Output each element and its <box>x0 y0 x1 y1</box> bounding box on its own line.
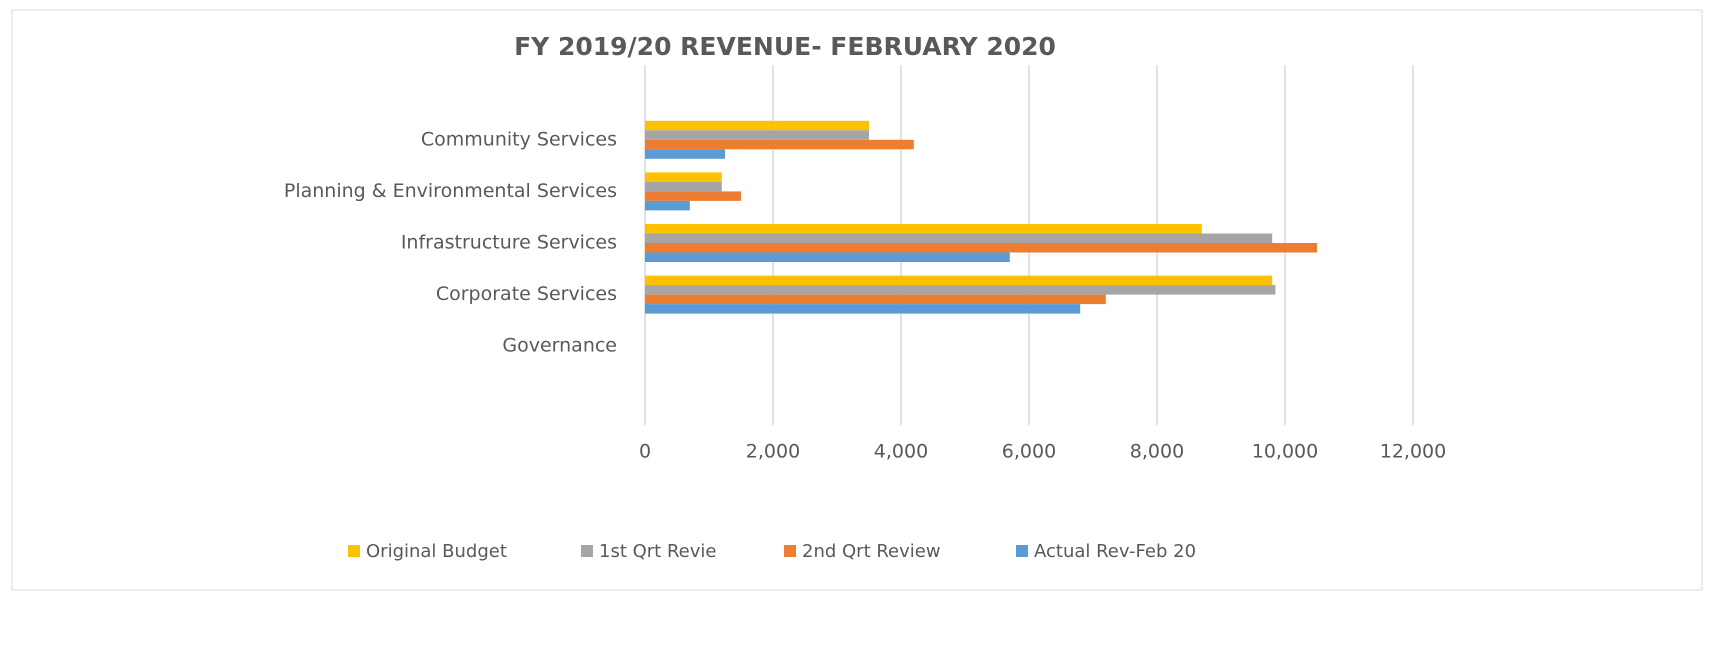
bar <box>645 191 741 201</box>
x-tick-label: 2,000 <box>746 441 800 463</box>
bar <box>645 139 914 150</box>
legend-label: 2nd Qrt Review <box>802 541 941 562</box>
bar <box>645 149 725 159</box>
x-tick-label: 12,000 <box>1380 441 1446 463</box>
bar <box>645 243 1317 253</box>
x-tick-label: 8,000 <box>1130 441 1184 463</box>
bar <box>645 252 1010 262</box>
x-tick-label: 10,000 <box>1252 441 1318 463</box>
legend-swatch <box>348 545 360 557</box>
bar <box>645 130 869 140</box>
bar <box>645 285 1276 295</box>
bar <box>645 275 1273 286</box>
y-tick-label: Planning & Environmental Services <box>284 180 617 202</box>
bar <box>645 120 869 131</box>
y-tick-label: Community Services <box>421 128 617 150</box>
y-tick-label: Governance <box>502 335 617 357</box>
chart-title: FY 2019/20 REVENUE- FEBRUARY 2020 <box>514 32 1056 61</box>
legend-swatch <box>581 545 593 557</box>
x-tick-label: 4,000 <box>874 441 928 463</box>
legend-label: Actual Rev-Feb 20 <box>1034 541 1196 562</box>
bar <box>645 200 690 211</box>
bar <box>645 294 1106 305</box>
bar <box>645 172 722 182</box>
legend-swatch <box>1016 545 1028 557</box>
x-tick-label: 0 <box>639 441 651 463</box>
bar <box>645 224 1202 234</box>
legend-label: 1st Qrt Revie <box>599 541 716 562</box>
x-tick-label: 6,000 <box>1002 441 1056 463</box>
y-tick-label: Corporate Services <box>436 283 617 305</box>
legend-label: Original Budget <box>366 541 507 562</box>
bar <box>645 233 1273 243</box>
bar <box>645 304 1081 314</box>
legend-swatch <box>784 545 796 557</box>
y-tick-label: Infrastructure Services <box>401 232 617 254</box>
bar <box>645 181 722 192</box>
